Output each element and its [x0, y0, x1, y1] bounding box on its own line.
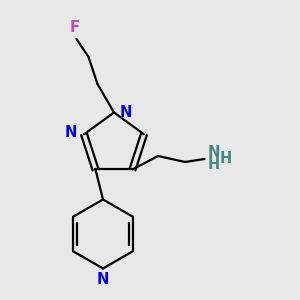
Text: N: N — [119, 105, 132, 120]
Text: N: N — [97, 272, 109, 287]
Text: F: F — [70, 20, 80, 34]
Text: N: N — [208, 146, 220, 160]
Text: N: N — [64, 125, 76, 140]
Text: H: H — [220, 151, 232, 166]
Text: H: H — [208, 157, 220, 172]
